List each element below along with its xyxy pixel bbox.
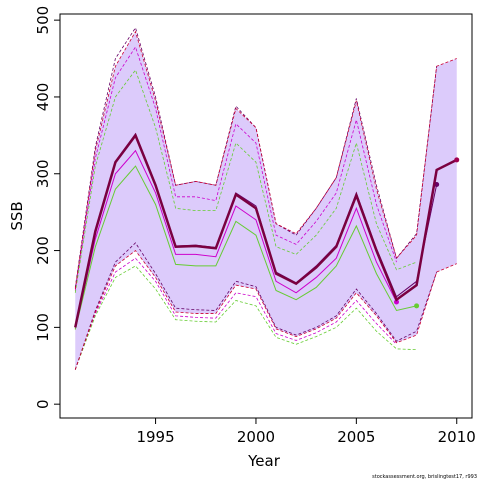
y-tick-label: 100 bbox=[34, 313, 52, 342]
x-tick-label: 2000 bbox=[237, 428, 275, 446]
upper-bound bbox=[74, 26, 438, 288]
lower-bound bbox=[74, 249, 457, 370]
plot-frame bbox=[59, 13, 473, 419]
lower-bound bbox=[74, 242, 438, 370]
upper-bound bbox=[74, 69, 417, 293]
y-axis-label: SSB bbox=[8, 201, 26, 230]
end-point bbox=[414, 303, 420, 309]
y-tick-label: 0 bbox=[34, 399, 52, 409]
ssb-line bbox=[74, 132, 458, 328]
y-tick-label: 300 bbox=[34, 159, 52, 188]
x-tick-label: 2010 bbox=[438, 428, 476, 446]
end-point bbox=[454, 157, 460, 163]
lower-bound bbox=[74, 265, 417, 370]
y-tick-label: 200 bbox=[34, 236, 52, 265]
y-tick-label: 400 bbox=[34, 83, 52, 112]
upper-bound bbox=[74, 46, 397, 291]
upper-bound bbox=[74, 30, 457, 290]
ssb-line bbox=[74, 165, 417, 330]
x-axis-label: Year bbox=[247, 452, 281, 470]
x-tick-label: 2005 bbox=[337, 428, 375, 446]
lower-bound bbox=[74, 257, 397, 370]
confidence-band bbox=[75, 31, 457, 370]
y-tick-label: 500 bbox=[34, 6, 52, 35]
end-point bbox=[394, 299, 400, 305]
footnote: stockassessment.org, brislingtest17, r99… bbox=[372, 474, 477, 480]
x-tick-label: 1995 bbox=[136, 428, 174, 446]
ssb-line bbox=[74, 149, 397, 330]
